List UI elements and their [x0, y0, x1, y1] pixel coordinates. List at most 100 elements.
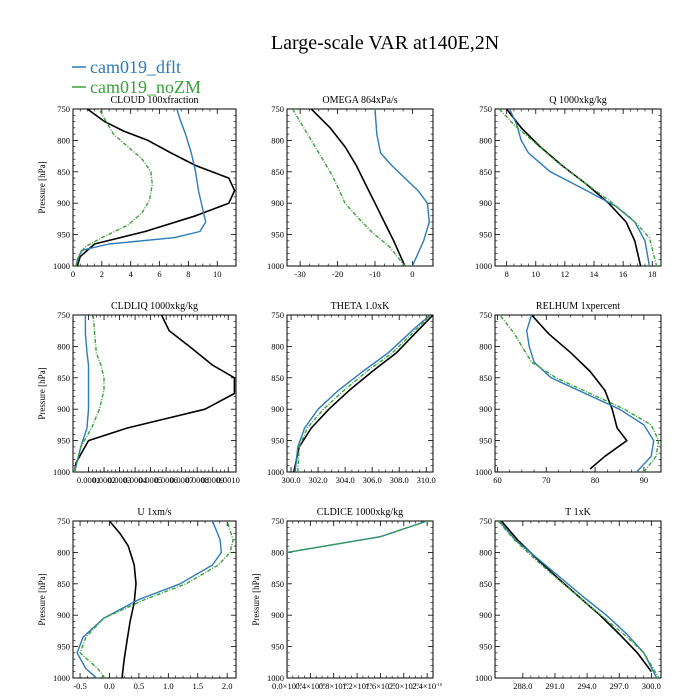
- panel-3: Q 1000xkg/kg 750 800 850 900 950 1000 8 10 12 14 16…: [475, 95, 662, 279]
- x-tick-label: 0.0008: [186, 475, 209, 485]
- y-tick-label: 800: [271, 135, 284, 145]
- series-line-noZM: [291, 109, 406, 266]
- x-tick-exponent: -10: [389, 682, 396, 687]
- x-tick-label: 8: [186, 269, 190, 279]
- panel-frame: [286, 520, 434, 679]
- x-tick-label: 0.4×10-10: [295, 681, 326, 691]
- series-line-obs: [73, 315, 236, 472]
- y-tick-label: 800: [479, 547, 492, 557]
- y-tick-label: 900: [57, 610, 70, 620]
- x-tick-label: 2.0×10-10: [389, 681, 420, 691]
- panel-2: OMEGA 864xPa/s 750 800 850 900 950 1000 -30 -20 -…: [267, 95, 434, 279]
- panel-frame: [494, 520, 662, 679]
- panel-title: THETA 1.0xK: [331, 301, 390, 312]
- y-tick-label: 1000: [267, 467, 284, 477]
- x-tick-label: 294.0: [578, 681, 597, 691]
- x-tick-exponent: -10: [413, 682, 420, 687]
- x-tick-label: 291.0: [545, 681, 564, 691]
- x-tick-label: 6: [157, 269, 161, 279]
- series-line-obs: [76, 109, 236, 266]
- y-tick-label: 750: [57, 516, 70, 526]
- y-tick-label: 850: [57, 167, 70, 177]
- x-tick-exponent: -10: [319, 682, 326, 687]
- x-tick-label: 304.0: [336, 475, 355, 485]
- x-tick-label: 18: [648, 269, 657, 279]
- x-tick-label: 297.0: [610, 681, 629, 691]
- y-tick-label: 900: [479, 198, 492, 208]
- y-tick-label: 750: [479, 310, 492, 320]
- series-line-noZM: [497, 521, 660, 678]
- series-line-obs: [293, 315, 433, 472]
- y-axis-label: Pressure [hPa]: [37, 161, 47, 213]
- x-tick-label: 2.4×10-10: [412, 681, 443, 691]
- y-tick-label: 850: [479, 373, 492, 383]
- series-group: [76, 521, 234, 678]
- series-line-obs: [108, 521, 137, 678]
- x-tick-label: -10: [369, 269, 380, 279]
- y-tick-label: 800: [479, 341, 492, 351]
- y-axis-label: Pressure [hPa]: [251, 573, 261, 625]
- y-tick-label: 950: [57, 436, 70, 446]
- x-tick-label: 0.0005: [139, 475, 162, 485]
- panel-frame: [286, 108, 434, 267]
- panel-title: CLOUD 100xfraction: [110, 95, 198, 106]
- x-tick-label: 1.0: [163, 681, 174, 691]
- x-tick-label: 0.0003: [108, 475, 131, 485]
- series-line-noZM: [73, 315, 105, 472]
- x-tick-label: 1.6×10-10: [365, 681, 396, 691]
- y-tick-label: 850: [271, 167, 284, 177]
- series-line-dflt: [294, 315, 431, 472]
- y-tick-label: 900: [271, 610, 284, 620]
- y-tick-label: 850: [271, 579, 284, 589]
- y-tick-label: 800: [57, 547, 70, 557]
- series-line-dflt: [76, 521, 223, 678]
- y-tick-label: 1000: [475, 467, 492, 477]
- y-tick-label: 950: [57, 642, 70, 652]
- y-tick-label: 1000: [475, 673, 492, 683]
- x-tick-label: -0.5: [73, 681, 86, 691]
- x-tick-label: 0.0010: [217, 475, 240, 485]
- panel-frame: [72, 108, 237, 267]
- y-tick-label: 850: [57, 579, 70, 589]
- series-line-obs: [500, 521, 653, 673]
- panel-1: CLOUD 100xfraction Pressure [hPa] 750 800 85…: [37, 95, 237, 279]
- series-group: [73, 315, 236, 472]
- panel-title: OMEGA 864xPa/s: [322, 95, 397, 106]
- x-tick-label: 0.0: [104, 681, 115, 691]
- y-tick-label: 1000: [267, 261, 284, 271]
- x-tick-label: 300.0: [642, 681, 661, 691]
- x-tick-label: 90: [640, 475, 649, 485]
- panel-grid: CLOUD 100xfraction Pressure [hPa] 750 800 85…: [37, 95, 662, 691]
- series-line-noZM: [75, 109, 154, 266]
- panel-title: CLDICE 1000xkg/kg: [317, 507, 403, 518]
- series-line-obs: [505, 109, 642, 266]
- panel-9: T 1xK 750 800 850 900 950 1000 288.0 291.0 294.0 2…: [475, 507, 662, 691]
- y-tick-label: 950: [271, 230, 284, 240]
- y-tick-label: 950: [479, 642, 492, 652]
- x-tick-label: 0.0007: [170, 475, 193, 485]
- y-tick-label: 1000: [53, 467, 70, 477]
- y-tick-label: 750: [271, 310, 284, 320]
- series-group: [293, 315, 433, 472]
- legend-label-noZM: cam019_noZM: [90, 77, 201, 97]
- x-tick-label: 310.0: [417, 475, 436, 485]
- series-line-noZM: [498, 109, 658, 266]
- x-tick-label: 1.2×10-10: [342, 681, 373, 691]
- y-tick-label: 850: [271, 373, 284, 383]
- x-tick-exponent: -10: [343, 682, 350, 687]
- x-tick-exponent: -10: [296, 682, 303, 687]
- y-tick-label: 850: [479, 579, 492, 589]
- y-tick-label: 850: [479, 167, 492, 177]
- y-tick-label: 950: [479, 436, 492, 446]
- x-tick-label: 0.8×10-10: [319, 681, 350, 691]
- panel-title: T 1xK: [565, 507, 591, 518]
- legend: cam019_dflt cam019_noZM: [72, 57, 201, 97]
- series-line-dflt: [287, 521, 428, 678]
- y-tick-label: 800: [271, 341, 284, 351]
- panel-8: CLDICE 1000xkg/kg Pressure [hPa] 750 800 850…: [251, 507, 443, 691]
- y-tick-label: 950: [57, 230, 70, 240]
- x-tick-label: 60: [493, 475, 502, 485]
- x-tick-label: 288.0: [513, 681, 532, 691]
- x-tick-label: 0.5: [134, 681, 145, 691]
- panel-4: CLDLIQ 1000xkg/kg Pressure [hPa] 750 800 850…: [37, 301, 240, 485]
